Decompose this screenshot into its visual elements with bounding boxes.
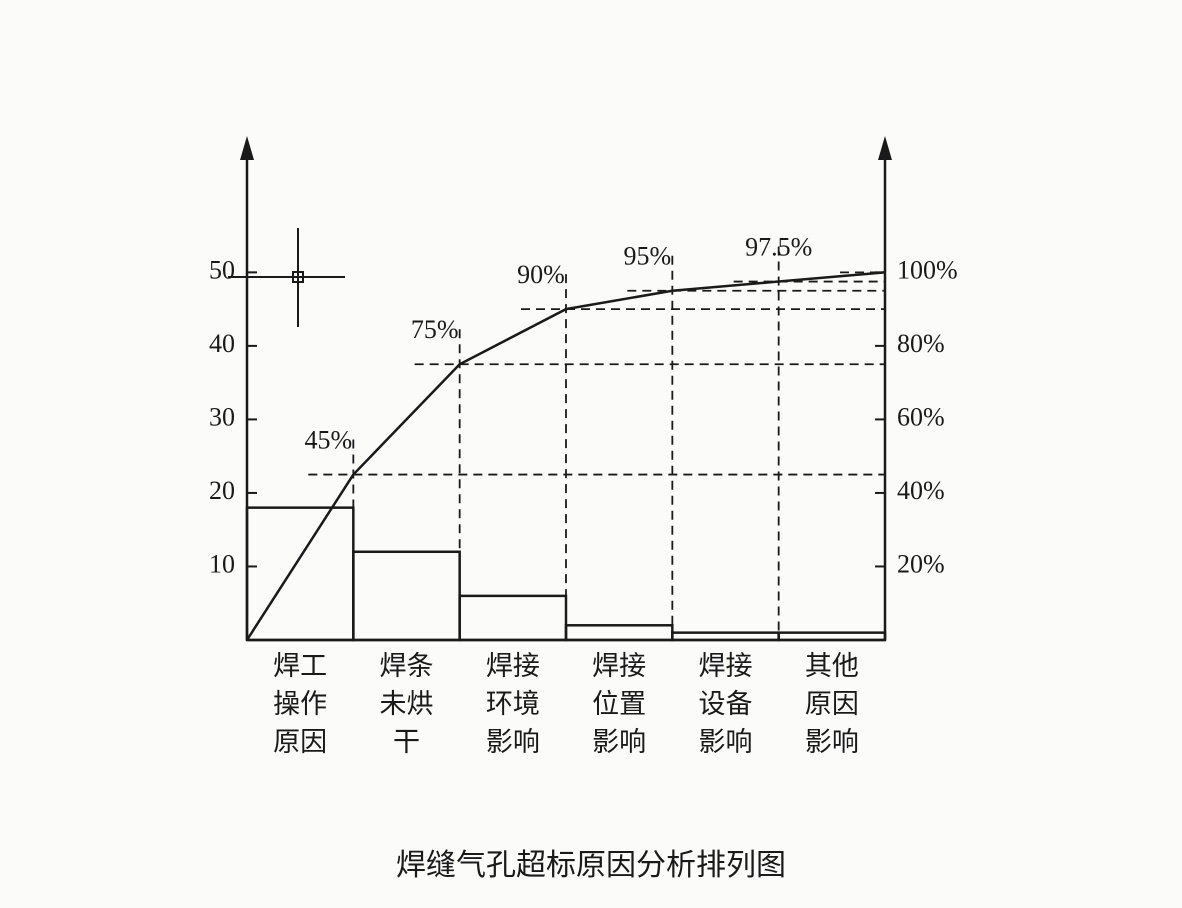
y-tick-label: 30	[209, 402, 235, 431]
bar	[352, 550, 461, 642]
chart-title: 焊缝气孔超标原因分析排列图	[396, 848, 786, 883]
x-tick-label: 焊接 设备 影响	[698, 651, 753, 758]
cumulative-line	[352, 271, 886, 476]
y2-tick-label: 80%	[897, 329, 945, 358]
x-tick-label: 其他 原因 影响	[804, 651, 859, 758]
x-tick-label: 焊接 环境 影响	[485, 651, 540, 758]
x-tick-label: 焊条 未烘 干	[379, 651, 434, 758]
value-label: 90%	[517, 260, 565, 289]
y2-tick-label: 60%	[897, 402, 945, 431]
bar	[671, 631, 780, 642]
axis-arrows	[240, 136, 892, 160]
x-tick-label: 焊接 位置 影响	[592, 651, 647, 758]
bar	[245, 506, 355, 642]
y-tick-label: 20	[209, 476, 235, 505]
value-label: 45%	[304, 426, 352, 455]
bar	[564, 624, 674, 642]
cumulative-start	[245, 473, 355, 641]
y-tick-label: 50	[209, 255, 235, 284]
y-tick-label: 10	[209, 549, 235, 578]
bar	[777, 631, 887, 642]
y2-tick-label: 40%	[897, 476, 945, 505]
value-label: 97.5%	[745, 233, 812, 262]
bar	[458, 594, 568, 642]
y-tick-label: 40	[209, 329, 235, 358]
value-label: 75%	[411, 315, 459, 344]
y2-tick-label: 100%	[897, 255, 958, 284]
crosshair-icon	[228, 228, 345, 327]
y2-tick-label: 20%	[897, 549, 945, 578]
value-label: 95%	[623, 242, 671, 271]
x-tick-label: 焊工 操作 原因	[273, 651, 328, 758]
